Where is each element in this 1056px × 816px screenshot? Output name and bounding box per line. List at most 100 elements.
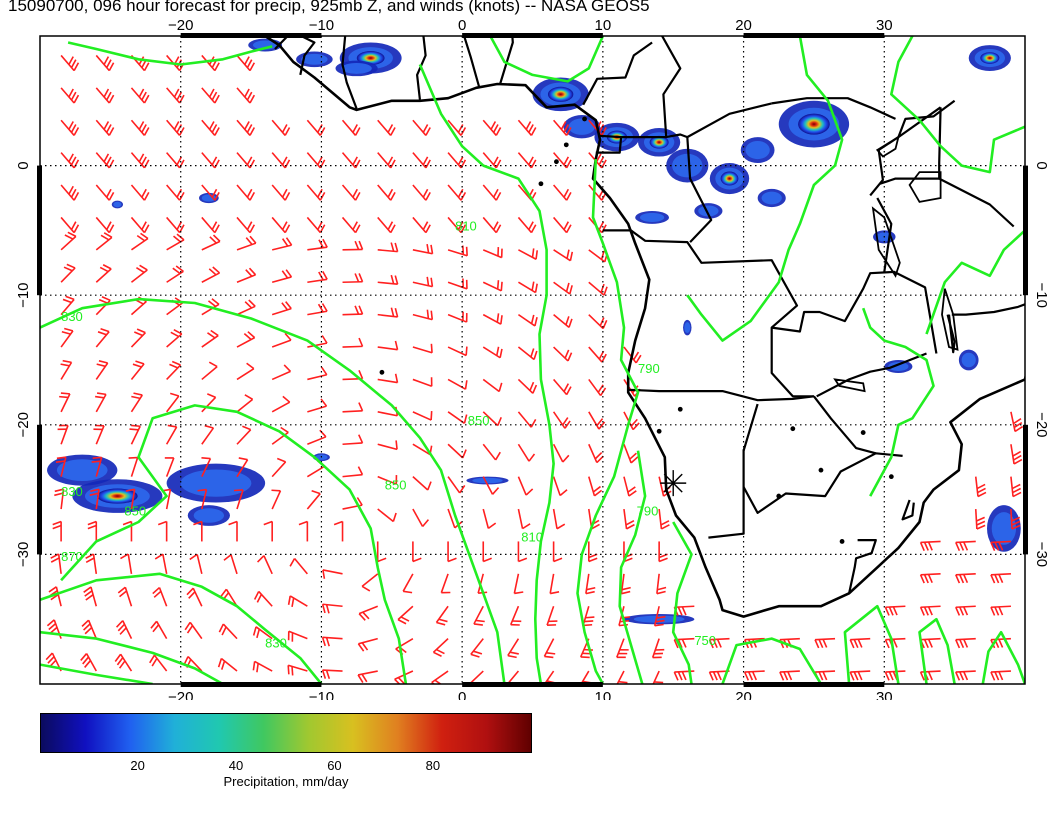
wind-barb-shaft xyxy=(201,184,216,201)
wind-barb-feather xyxy=(249,94,256,104)
wind-barb-feather xyxy=(923,574,929,584)
wind-barb-shaft xyxy=(60,152,75,169)
wind-barb xyxy=(52,520,62,542)
wind-barb-shaft xyxy=(60,298,75,316)
wind-barb xyxy=(236,394,254,413)
wind-barb-feather xyxy=(1012,418,1022,425)
wind-barb-shaft xyxy=(517,184,533,201)
island xyxy=(554,159,559,165)
wind-barb-feather xyxy=(281,270,289,279)
wind-barb-shaft xyxy=(974,476,979,497)
wind-barb-shaft xyxy=(447,476,461,494)
wind-barb-feather xyxy=(387,221,394,230)
wind-barb-feather xyxy=(542,688,551,690)
wind-barb-feather xyxy=(716,638,722,648)
wind-barb-feather xyxy=(87,524,97,530)
wind-barb-feather xyxy=(461,449,467,459)
wind-barb-feather xyxy=(565,127,572,136)
wind-barb xyxy=(376,541,387,563)
wind-barb xyxy=(990,573,1011,584)
wind-barb xyxy=(377,340,399,351)
wind-barb-feather xyxy=(550,591,560,595)
wind-barb-feather xyxy=(291,597,295,608)
height-contour xyxy=(60,404,408,684)
wind-barb-feather xyxy=(122,520,132,526)
height-contour xyxy=(686,36,844,342)
wind-barb-feather xyxy=(169,392,180,397)
lat-tick-label-left: −20 xyxy=(15,412,32,437)
precip-area-core xyxy=(341,62,372,74)
wind-barb-feather xyxy=(150,620,158,629)
wind-barb-feather xyxy=(787,671,793,681)
wind-barb xyxy=(289,557,308,575)
wind-barb-feather xyxy=(998,574,1004,584)
precip-area-core xyxy=(56,459,108,482)
wind-barb-feather xyxy=(390,191,396,201)
wind-barb-feather xyxy=(252,661,256,671)
wind-barb-feather xyxy=(325,604,330,614)
wind-barb-shaft xyxy=(779,670,800,673)
wind-barb-shaft xyxy=(236,336,256,348)
wind-barb-feather xyxy=(284,224,291,234)
wind-barb-shaft xyxy=(377,249,398,253)
wind-barb-shaft xyxy=(482,346,501,359)
wind-barb-feather xyxy=(716,671,722,681)
wind-barb-feather xyxy=(565,224,572,234)
wind-barb-feather xyxy=(888,606,894,616)
wind-barb xyxy=(482,346,503,359)
wind-barb-feather xyxy=(105,188,112,198)
wind-barb-feather xyxy=(80,653,88,661)
country-border xyxy=(599,102,772,139)
wind-barb xyxy=(412,309,434,321)
wind-barb-feather xyxy=(141,188,147,198)
wind-barb xyxy=(482,184,502,201)
wind-barb-shaft xyxy=(397,605,414,621)
wind-barb-feather xyxy=(482,557,492,563)
wind-barb-shaft xyxy=(322,636,343,640)
wind-barb xyxy=(849,637,871,649)
wind-barb-feather xyxy=(214,127,220,136)
wind-barb xyxy=(623,476,637,497)
country-border xyxy=(595,137,623,154)
wind-barb xyxy=(588,281,608,296)
wind-barb xyxy=(651,638,665,659)
wind-barb xyxy=(708,637,730,649)
wind-barb-feather xyxy=(208,361,218,368)
wind-barb xyxy=(201,234,221,251)
precip-area-core xyxy=(633,615,685,623)
lat-tick-label-right: −10 xyxy=(1033,282,1050,307)
wind-barb xyxy=(201,184,220,201)
wind-barb-feather xyxy=(211,91,218,101)
wind-barb xyxy=(358,605,379,621)
wind-barb-shaft xyxy=(553,281,571,295)
wind-barb-feather xyxy=(70,188,77,198)
wind-barb-shaft xyxy=(744,637,765,641)
wind-barb-shaft xyxy=(588,249,606,263)
wind-barb-feather xyxy=(281,156,288,166)
wind-barb-feather xyxy=(141,221,147,230)
wind-barb-feather xyxy=(460,191,467,201)
wind-barb-feather xyxy=(92,456,102,459)
wind-barb-shaft xyxy=(95,119,110,136)
wind-barb-feather xyxy=(208,268,217,276)
wind-barb-shaft xyxy=(341,216,357,234)
wind-barb xyxy=(849,670,871,681)
wind-barb xyxy=(919,540,941,552)
wind-barb-shaft xyxy=(709,637,730,641)
wind-barb xyxy=(546,605,558,626)
wind-barb-shaft xyxy=(162,554,168,574)
wind-barb-shaft xyxy=(412,281,433,288)
wind-barb-feather xyxy=(563,156,570,166)
wind-barb-feather xyxy=(955,542,961,552)
wind-barb-shaft xyxy=(130,269,148,283)
wind-barb xyxy=(271,119,291,136)
wind-barb-feather xyxy=(654,623,664,627)
wind-barb xyxy=(341,152,361,169)
wind-barb-shaft xyxy=(271,152,286,169)
wind-barb-feather xyxy=(633,351,640,361)
lon-tick-label-top: −20 xyxy=(168,17,193,34)
wind-barb-shaft xyxy=(517,152,533,169)
wind-barb xyxy=(166,119,185,136)
wind-barb xyxy=(60,263,76,283)
wind-barb-shaft xyxy=(470,638,484,655)
